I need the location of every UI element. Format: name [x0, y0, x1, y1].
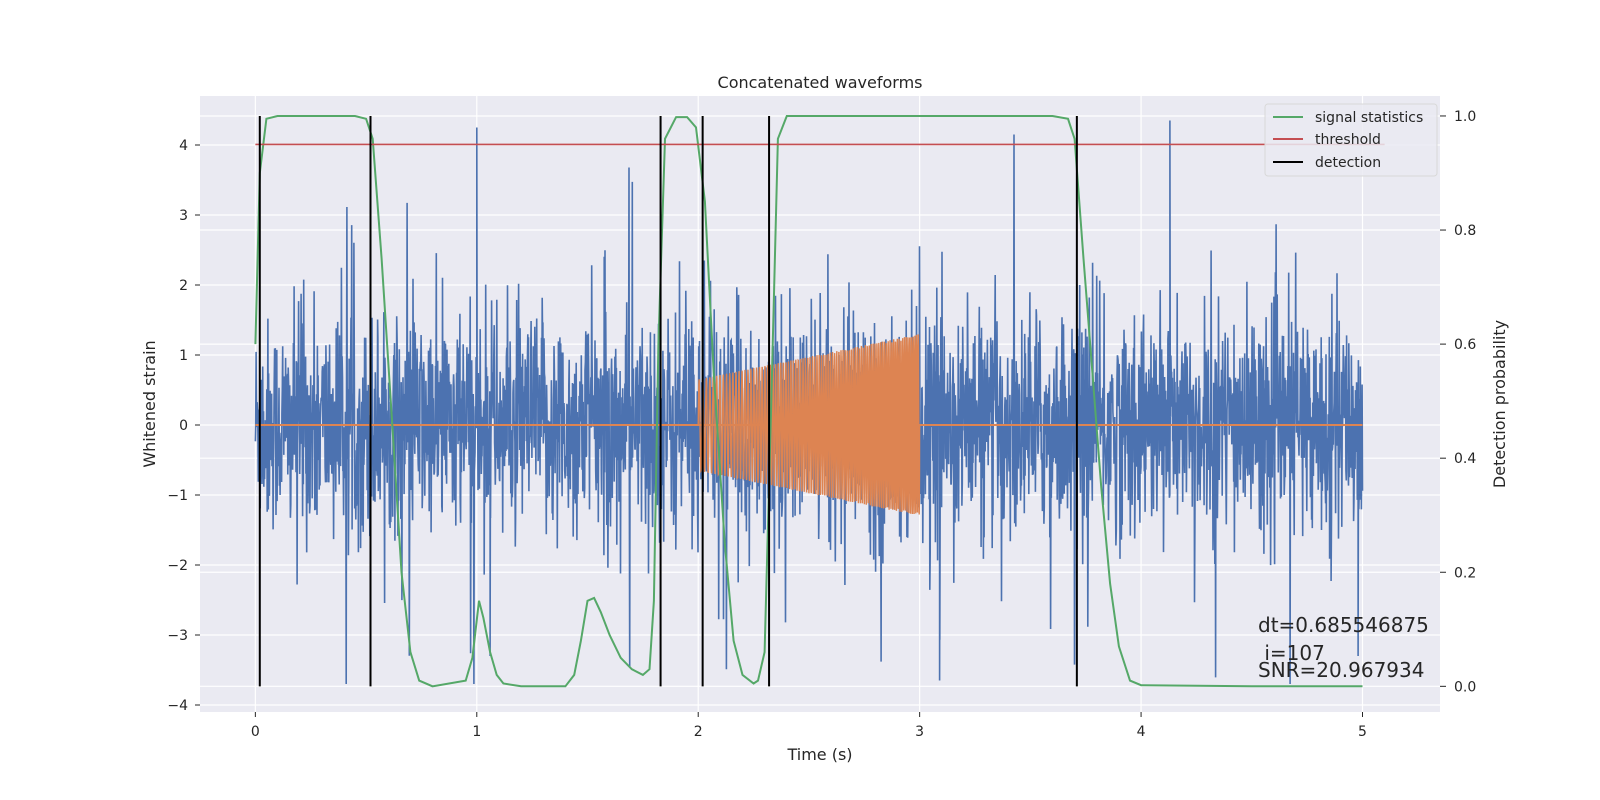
y2-tick-label: 1.0: [1454, 109, 1476, 125]
y2-tick-label: 0.4: [1454, 451, 1476, 467]
signal-statistics-series: [254, 115, 1363, 688]
y-tick-label: 4: [179, 138, 188, 154]
y-tick-label: −4: [167, 698, 188, 714]
annotation-snr: SNR=20.967934: [1258, 658, 1424, 682]
detection-series: [258, 115, 1078, 687]
y-tick-label: −1: [167, 488, 188, 504]
y2-tick-label: 0.8: [1454, 223, 1476, 239]
y-tick-label: 3: [179, 208, 188, 224]
y-tick-label: 2: [179, 278, 188, 294]
y-tick-label: −2: [167, 558, 188, 574]
injected-signal-series: [697, 334, 921, 515]
legend-label-detection: detection: [1315, 155, 1381, 171]
x-axis: 0 1 2 3 4 5: [251, 712, 1367, 740]
legend-box: [1264, 103, 1438, 177]
y-axis: −4 −3 −2 −1 0 1 2 3 4: [167, 138, 200, 714]
y2-tick-label: 0.2: [1454, 565, 1476, 581]
y2-axis-label: Detection probability: [1490, 320, 1509, 488]
y2-axis: 0.0 0.2 0.4 0.6 0.8 1.0: [1440, 109, 1476, 695]
annotation-dt: dt=0.685546875: [1258, 613, 1429, 637]
x-tick-label: 2: [694, 724, 703, 740]
y2-tick-label: 0.6: [1454, 337, 1476, 353]
x-tick-label: 3: [915, 724, 924, 740]
legend: signal statistics threshold detection: [1264, 103, 1438, 177]
x-axis-label: Time (s): [786, 745, 852, 764]
x-tick-label: 4: [1137, 724, 1146, 740]
y-axis-label: Whitened strain: [140, 340, 159, 467]
y-tick-label: −3: [167, 628, 188, 644]
annotation-i: i=107: [1258, 641, 1325, 665]
legend-label-signal-statistics: signal statistics: [1315, 110, 1423, 126]
chart-title: Concatenated waveforms: [718, 73, 923, 92]
y-tick-label: 0: [179, 418, 188, 434]
x-tick-label: 1: [472, 724, 481, 740]
x-tick-label: 5: [1358, 724, 1367, 740]
y2-tick-label: 0.0: [1454, 679, 1476, 695]
legend-label-threshold: threshold: [1315, 132, 1381, 148]
y-tick-label: 1: [179, 348, 188, 364]
x-tick-label: 0: [251, 724, 260, 740]
